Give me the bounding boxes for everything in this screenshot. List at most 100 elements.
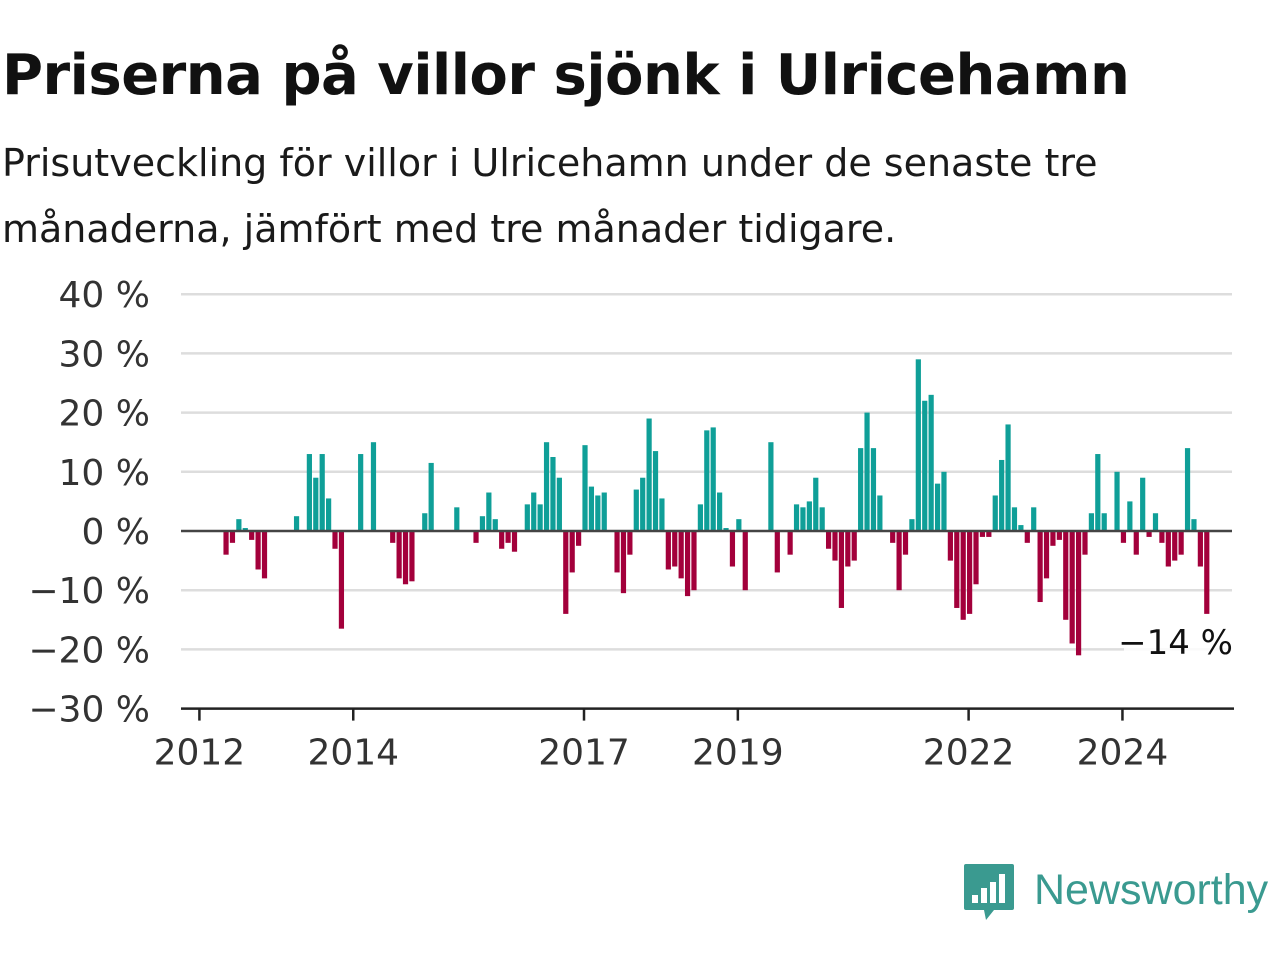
chart-subtitle: Prisutveckling för villor i Ulricehamn u… (2, 141, 1098, 251)
bar (768, 442, 774, 531)
chart-annotation-group: −14 % (1118, 623, 1236, 664)
bar (1184, 448, 1191, 531)
bar (396, 531, 402, 579)
bar (890, 531, 896, 543)
bar (1114, 471, 1120, 531)
bar (691, 531, 697, 591)
bar (505, 531, 511, 543)
bar (941, 471, 947, 531)
bar (1037, 531, 1043, 603)
bar (556, 477, 562, 531)
bar (806, 501, 812, 531)
last-value-annotation: −14 % (1118, 623, 1233, 663)
bar (229, 531, 236, 543)
bar (550, 457, 556, 531)
bar (819, 507, 825, 531)
bar (1095, 454, 1101, 531)
bar (236, 519, 242, 531)
y-tick-label: −20 % (28, 630, 150, 671)
bar (928, 394, 934, 531)
x-tick-label: 2024 (1077, 733, 1169, 774)
bar (967, 531, 973, 614)
bar (717, 492, 723, 531)
bar (922, 400, 928, 531)
bar (614, 531, 620, 573)
bar (1152, 513, 1159, 531)
x-tick-label: 2012 (154, 733, 246, 774)
bar (678, 531, 684, 579)
x-axis-tick-labels: 2012 2014 2017 2019 2022 2024 (154, 708, 1169, 774)
bar (710, 427, 716, 531)
bar (293, 516, 300, 531)
y-tick-label: 20 % (59, 394, 150, 435)
bar (1063, 531, 1069, 620)
bar (1159, 531, 1165, 543)
bar (479, 516, 486, 531)
bar (1165, 531, 1171, 567)
bar (537, 504, 543, 531)
bar (358, 454, 364, 531)
y-axis-tick-labels: 40 % 30 % 20 % 10 % 0 % −10 % −20 % −30 % (28, 275, 150, 730)
bar (1127, 501, 1133, 531)
y-tick-label: 0 % (81, 512, 150, 553)
bar (742, 531, 748, 591)
bar (454, 507, 460, 531)
bar (1178, 531, 1184, 555)
bar (1056, 531, 1062, 540)
bar (428, 462, 434, 531)
bar (825, 531, 832, 549)
bar (858, 448, 864, 531)
bar (1088, 513, 1094, 531)
bar (569, 531, 575, 573)
bar (787, 531, 793, 555)
bar (255, 531, 261, 570)
bar (729, 531, 736, 567)
newsworthy-logo-icon (964, 864, 1014, 920)
bar (813, 477, 819, 531)
bar (652, 451, 659, 531)
bar (1140, 477, 1146, 531)
bar (1197, 531, 1203, 567)
bar (870, 448, 877, 531)
bar (838, 531, 845, 608)
bar (1082, 531, 1088, 555)
bar (665, 531, 671, 570)
bar (1018, 525, 1024, 531)
bar (627, 531, 633, 555)
bar (934, 483, 941, 531)
bar (800, 507, 806, 531)
bar (723, 528, 729, 531)
bar (543, 442, 550, 531)
bar (793, 504, 800, 531)
bar (832, 531, 838, 561)
bar (877, 495, 883, 531)
bar (1011, 507, 1018, 531)
bar (511, 531, 518, 552)
bar (947, 531, 953, 561)
y-tick-label: 30 % (59, 334, 150, 375)
bar (1043, 531, 1050, 579)
bar (954, 531, 960, 608)
bar (902, 531, 909, 555)
bar (242, 528, 248, 531)
bar (390, 531, 396, 543)
chart-axes (181, 529, 1234, 710)
bar (1172, 531, 1178, 561)
bar (633, 489, 639, 531)
bar (979, 531, 986, 537)
x-tick-label: 2022 (923, 733, 1015, 774)
bar (492, 519, 498, 531)
bar (1101, 513, 1107, 531)
bar (402, 531, 409, 585)
bar (960, 531, 966, 620)
bar (313, 477, 319, 531)
bar (1069, 531, 1075, 644)
bar (992, 495, 998, 531)
bar (1204, 531, 1210, 614)
chart-title: Priserna på villor sjönk i Ulricehamn (2, 43, 1130, 108)
bar (672, 531, 678, 567)
bar (864, 412, 870, 531)
bar (1146, 531, 1152, 537)
bar (563, 531, 569, 614)
